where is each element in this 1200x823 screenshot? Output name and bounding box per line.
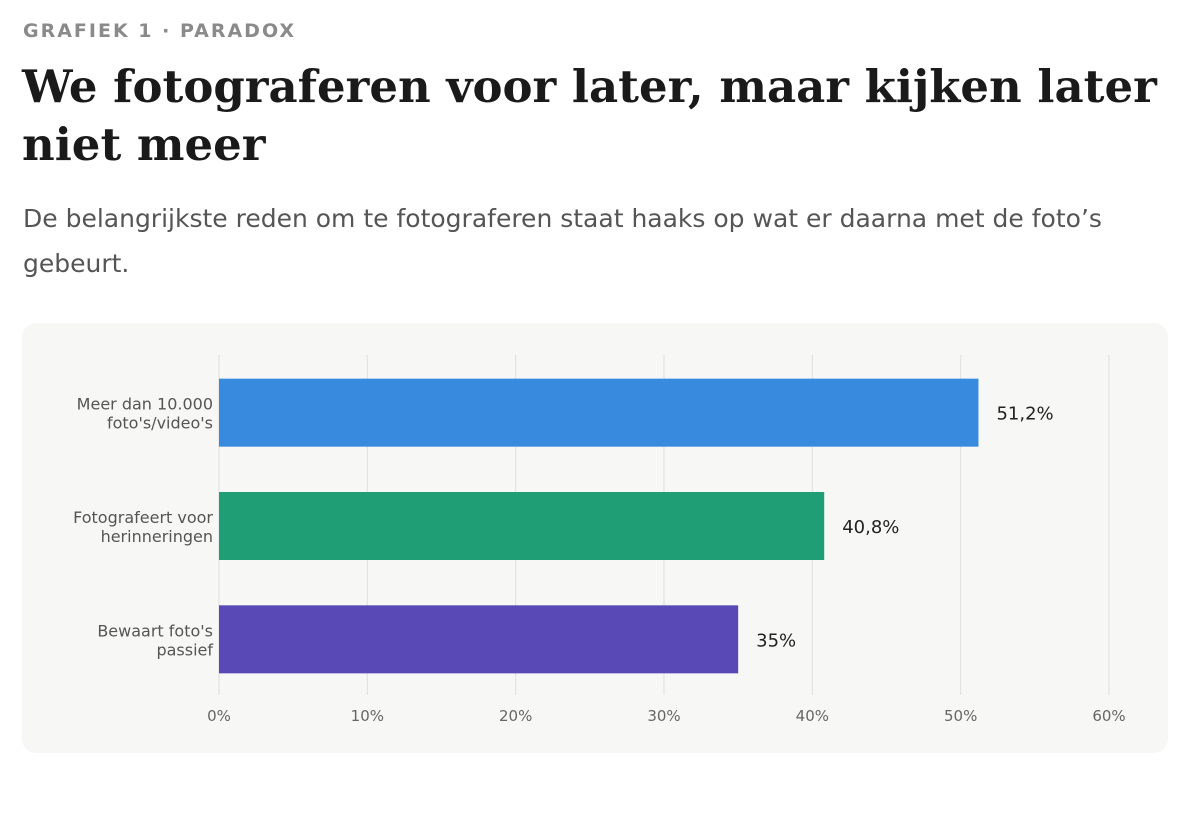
bar: [219, 492, 825, 560]
value-label: 51,2%: [996, 404, 1053, 425]
value-label: 40,8%: [842, 517, 899, 538]
eyebrow-label: GRAFIEK 1 · PARADOX: [23, 20, 297, 42]
category-label-line: passief: [156, 640, 213, 659]
category-label: Meer dan 10.000 foto's/video's: [77, 395, 213, 433]
x-tick-label: 20%: [499, 707, 532, 725]
category-labels: Meer dan 10.000 foto's/video's Fotografeer…: [73, 395, 213, 660]
x-axis-ticks: 0% 10% 20% 30% 40% 50% 60%: [207, 707, 1126, 725]
bar: [219, 605, 739, 674]
x-tick-label: 50%: [944, 707, 977, 725]
category-label-line: foto's/video's: [107, 414, 213, 433]
category-label: Bewaart foto's passief: [97, 621, 213, 659]
category-label: Fotografeert voor herinneringen: [73, 508, 213, 546]
x-tick-label: 10%: [351, 707, 384, 725]
category-label-line: Meer dan 10.000: [77, 395, 213, 414]
x-tick-label: 40%: [796, 707, 829, 725]
value-label: 35%: [756, 630, 796, 651]
bar: [219, 378, 979, 447]
chart-card: Meer dan 10.000 foto's/video's Fotografeer…: [22, 323, 1168, 753]
value-labels: 51,2% 40,8% 35%: [756, 404, 1053, 652]
x-tick-label: 60%: [1092, 707, 1125, 725]
chart-subtitle: De belangrijkste reden om te fotografere…: [23, 204, 1102, 278]
category-label-line: herinneringen: [101, 527, 213, 546]
category-label-line: Fotografeert voor: [73, 508, 213, 527]
category-label-line: Bewaart foto's: [97, 621, 213, 640]
bar-chart: Meer dan 10.000 foto's/video's Fotografeer…: [73, 355, 1126, 725]
x-tick-label: 0%: [207, 707, 231, 725]
chart-title: We fotograferen voor later, maar kijken …: [22, 60, 1157, 171]
bars: [219, 378, 979, 674]
x-tick-label: 30%: [647, 707, 680, 725]
